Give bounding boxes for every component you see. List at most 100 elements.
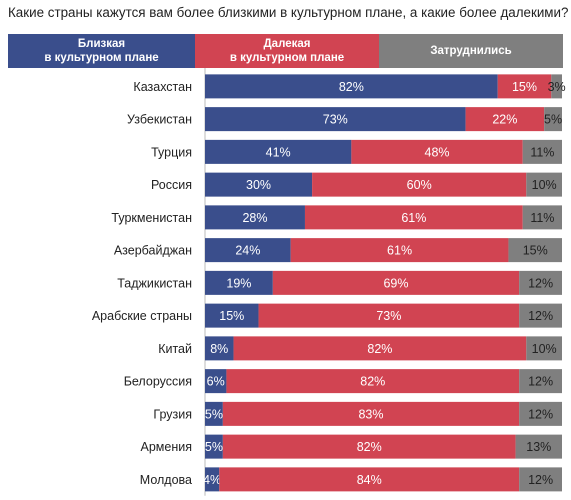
bar-undecided: [519, 270, 562, 295]
value-label-far: 61%: [387, 244, 412, 258]
chart-title: Какие страны кажутся вам более близкими …: [8, 5, 569, 20]
value-label-undecided: 12%: [528, 473, 553, 487]
bar-far: [497, 74, 552, 99]
value-label-close: 41%: [266, 145, 291, 159]
bar-far: [465, 107, 545, 132]
category-label: Туркменистан: [111, 211, 192, 225]
value-label-close: 8%: [210, 342, 228, 356]
value-label-far: 69%: [383, 276, 408, 290]
value-label-undecided: 10%: [532, 178, 557, 192]
legend-undecided: Затруднились: [379, 34, 563, 68]
bar-far: [226, 369, 520, 394]
bar-close: [205, 303, 259, 328]
bar-far: [222, 434, 516, 459]
category-label: Турция: [151, 145, 192, 159]
value-label-far: 82%: [357, 440, 382, 454]
category-label: Грузия: [153, 407, 192, 421]
bar-undecided: [551, 74, 562, 99]
bar-undecided: [526, 172, 562, 197]
value-label-undecided: 11%: [530, 145, 554, 159]
value-label-undecided: 12%: [528, 276, 553, 290]
value-label-close: 30%: [246, 178, 271, 192]
category-label: Белоруссия: [124, 375, 192, 389]
value-label-close: 82%: [339, 80, 364, 94]
value-label-far: 82%: [367, 342, 392, 356]
legend-far-line-1: Далекая: [263, 38, 311, 50]
bar-far: [290, 238, 509, 263]
legend-far: Далекая в культурном плане: [195, 34, 379, 68]
value-label-far: 73%: [376, 309, 401, 323]
bar-close: [205, 434, 223, 459]
legend-undecided-line-1: Затруднились: [430, 45, 512, 57]
bar-close: [205, 205, 305, 230]
value-label-far: 15%: [512, 80, 537, 94]
bar-far: [258, 303, 520, 328]
bar-close: [205, 238, 291, 263]
value-label-close: 19%: [226, 276, 251, 290]
value-label-undecided: 10%: [532, 342, 557, 356]
bar-close: [205, 401, 223, 426]
bar-far: [304, 205, 523, 230]
bar-far: [351, 139, 523, 164]
bar-far: [312, 172, 527, 197]
value-label-close: 73%: [323, 113, 348, 127]
category-label: Арабские страны: [92, 309, 192, 323]
category-label: Китай: [158, 342, 192, 356]
bar-close: [205, 107, 466, 132]
value-label-close: 15%: [219, 309, 244, 323]
bar-undecided: [526, 336, 562, 361]
value-label-undecided: 12%: [528, 309, 553, 323]
bar-undecided: [519, 467, 562, 492]
bar-undecided: [522, 139, 562, 164]
bar-close: [205, 467, 220, 492]
bar-close: [205, 369, 227, 394]
value-label-close: 24%: [235, 244, 260, 258]
value-label-close: 5%: [205, 440, 223, 454]
legend-close: Близкая в культурном плане: [8, 34, 195, 68]
value-label-far: 48%: [425, 145, 450, 159]
value-label-undecided: 13%: [526, 440, 551, 454]
bar-undecided: [515, 434, 562, 459]
category-label: Россия: [151, 178, 192, 192]
value-label-undecided: 12%: [528, 407, 553, 421]
value-label-close: 6%: [207, 375, 225, 389]
value-label-close: 4%: [203, 473, 221, 487]
bar-close: [205, 336, 234, 361]
bar-close: [205, 172, 313, 197]
bar-far: [233, 336, 527, 361]
category-label: Узбекистан: [127, 113, 192, 127]
category-label: Казахстан: [133, 80, 192, 94]
value-label-far: 82%: [360, 375, 385, 389]
bar-close: [205, 74, 498, 99]
bar-far: [222, 401, 520, 426]
legend-close-line-1: Близкая: [77, 38, 126, 50]
category-label: Молдова: [140, 473, 192, 487]
bar-close: [205, 139, 352, 164]
bar-far: [219, 467, 520, 492]
category-label: Таджикистан: [117, 276, 192, 290]
value-label-far: 22%: [492, 113, 517, 127]
value-label-undecided: 15%: [523, 244, 548, 258]
bar-undecided: [544, 107, 562, 132]
bar-undecided: [519, 401, 562, 426]
value-label-undecided: 5%: [544, 113, 562, 127]
value-label-far: 83%: [358, 407, 383, 421]
value-label-close: 5%: [205, 407, 223, 421]
bar-undecided: [522, 205, 562, 230]
legend-far-line-2: в культурном плане: [229, 52, 345, 64]
category-label: Армения: [141, 440, 193, 454]
value-label-undecided: 12%: [528, 375, 553, 389]
category-label: Азербайджан: [114, 244, 192, 258]
legend-close-line-2: в культурном плане: [44, 52, 159, 64]
bar-close: [205, 270, 273, 295]
value-label-undecided: 11%: [530, 211, 554, 225]
value-label-far: 60%: [407, 178, 432, 192]
bar-undecided: [508, 238, 562, 263]
value-label-far: 84%: [357, 473, 382, 487]
bar-undecided: [519, 369, 562, 394]
bar-far: [272, 270, 520, 295]
value-label-close: 28%: [242, 211, 267, 225]
value-label-far: 61%: [401, 211, 426, 225]
value-label-undecided: 3%: [548, 80, 566, 94]
